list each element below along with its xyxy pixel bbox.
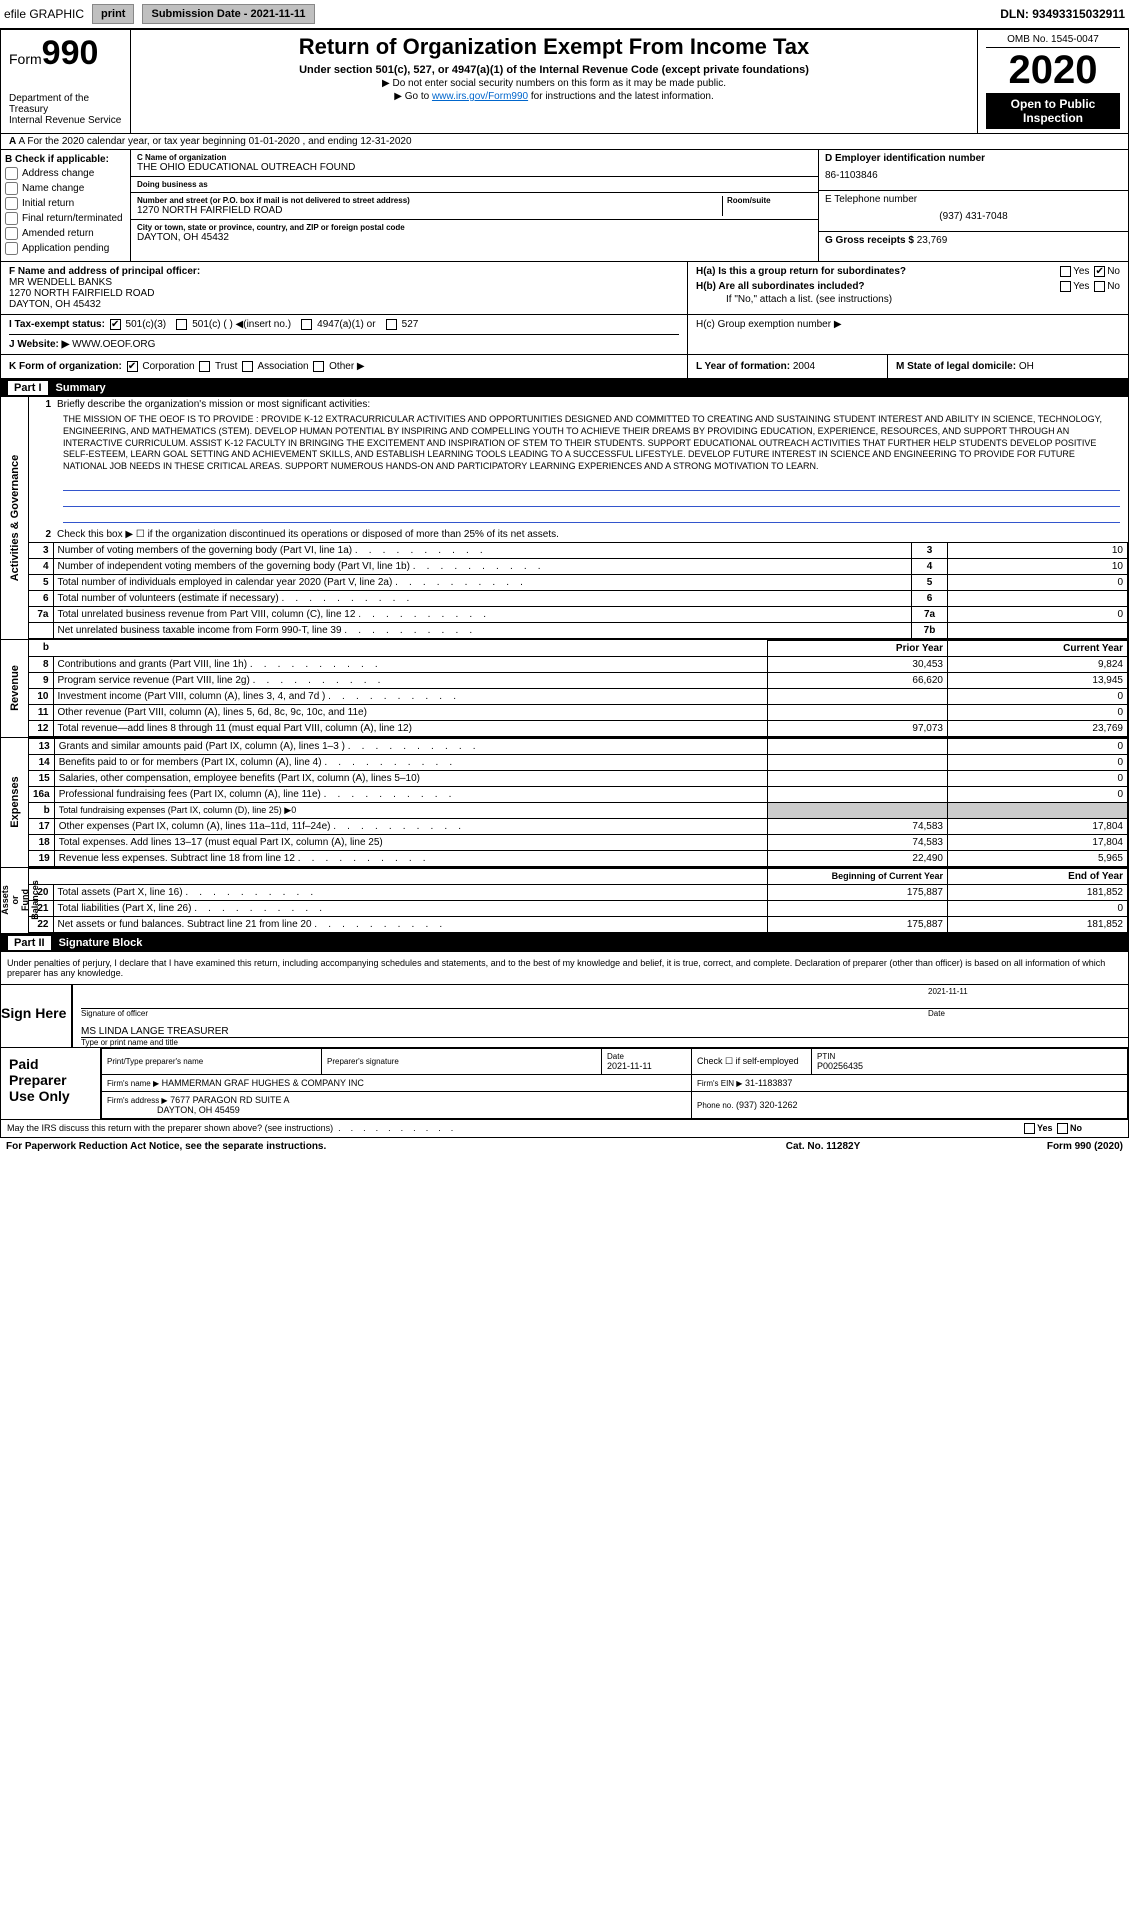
part1-header: Part ISummary [0, 379, 1129, 397]
trust-checkbox[interactable] [199, 361, 210, 372]
box-c: C Name of organizationTHE OHIO EDUCATION… [131, 150, 818, 261]
box-de: D Employer identification number86-11038… [818, 150, 1128, 261]
assoc-checkbox[interactable] [242, 361, 253, 372]
4947-checkbox[interactable] [301, 319, 312, 330]
prep-date: 2021-11-11 [607, 1061, 686, 1071]
expenses-table: 13Grants and similar amounts paid (Part … [29, 738, 1128, 867]
period-row: A A For the 2020 calendar year, or tax y… [0, 134, 1129, 150]
ptin: P00256435 [817, 1061, 1122, 1071]
row-ij: I Tax-exempt status: 501(c)(3) 501(c) ( … [0, 315, 1129, 355]
form-subtitle2: ▶ Do not enter social security numbers o… [139, 78, 969, 89]
firm-ein: 31-1183837 [745, 1078, 792, 1088]
revenue-table: bPrior YearCurrent Year 8Contributions a… [29, 640, 1128, 737]
box-b: B Check if applicable: Address change Na… [1, 150, 131, 261]
cat-no: Cat. No. 11282Y [723, 1141, 923, 1152]
dln-label: DLN: 93493315032911 [1000, 7, 1125, 21]
submission-date-button[interactable]: Submission Date - 2021-11-11 [142, 4, 314, 24]
vtab-governance: Activities & Governance [9, 455, 21, 582]
vtab-revenue: Revenue [9, 665, 21, 711]
ein: 86-1103846 [825, 164, 1122, 187]
form-header: Form990 Department of the Treasury Inter… [0, 29, 1129, 134]
preparer-section: Paid Preparer Use Only Print/Type prepar… [0, 1048, 1129, 1120]
discuss-row: May the IRS discuss this return with the… [0, 1120, 1129, 1138]
form-number: Form990 [9, 34, 122, 73]
firm-addr2: DAYTON, OH 45459 [157, 1105, 240, 1115]
inspection-label: Open to Public Inspection [986, 93, 1120, 129]
officer-name-title: MS LINDA LANGE TREASURER [81, 1020, 1128, 1035]
ha-no-checkbox[interactable] [1094, 266, 1105, 277]
discuss-no-checkbox[interactable] [1057, 1123, 1068, 1134]
instructions-link[interactable]: www.irs.gov/Form990 [432, 91, 528, 102]
form-subtitle1: Under section 501(c), 527, or 4947(a)(1)… [139, 64, 969, 76]
vtab-expenses: Expenses [9, 777, 21, 828]
org-name: THE OHIO EDUCATIONAL OUTREACH FOUND [137, 162, 812, 173]
other-checkbox[interactable] [313, 361, 324, 372]
print-button[interactable]: print [92, 4, 134, 24]
omb-label: OMB No. 1545-0047 [986, 34, 1120, 48]
part2-header: Part IISignature Block [0, 934, 1129, 952]
section-abc: B Check if applicable: Address change Na… [0, 150, 1129, 262]
row-fh: F Name and address of principal officer:… [0, 262, 1129, 315]
final-checkbox[interactable] [5, 212, 18, 225]
row-klm: K Form of organization: Corporation Trus… [0, 355, 1129, 379]
corp-checkbox[interactable] [127, 361, 138, 372]
governance-table: 3Number of voting members of the governi… [29, 542, 1128, 639]
form-subtitle3: ▶ Go to www.irs.gov/Form990 for instruct… [139, 91, 969, 102]
domicile: OH [1019, 361, 1034, 372]
amended-checkbox[interactable] [5, 227, 18, 240]
tax-year: 2020 [986, 48, 1120, 93]
header-bar: efile GRAPHIC print Submission Date - 20… [0, 0, 1129, 29]
city: DAYTON, OH 45432 [137, 232, 812, 243]
netassets-section: Net Assets or Fund Balances Beginning of… [0, 868, 1129, 934]
form-ref: Form 990 (2020) [923, 1141, 1123, 1152]
sign-here-label: Sign Here [1, 985, 71, 1047]
street: 1270 NORTH FAIRFIELD ROAD [137, 205, 722, 216]
perjury-text: Under penalties of perjury, I declare th… [0, 952, 1129, 985]
vtab-netassets: Net Assets or Fund Balances [0, 880, 40, 920]
netassets-table: Beginning of Current YearEnd of Year 20T… [29, 868, 1128, 933]
discuss-yes-checkbox[interactable] [1024, 1123, 1035, 1134]
activities-governance: Activities & Governance 1Briefly describ… [0, 397, 1129, 639]
revenue-section: Revenue bPrior YearCurrent Year 8Contrib… [0, 640, 1129, 738]
website: WWW.OEOF.ORG [69, 339, 155, 350]
preparer-label: Paid Preparer Use Only [1, 1048, 101, 1119]
hb-no-checkbox[interactable] [1094, 281, 1105, 292]
mission-text: THE MISSION OF THE OEOF IS TO PROVIDE : … [29, 412, 1128, 474]
year-formation: 2004 [793, 361, 815, 372]
gross-receipts: 23,769 [917, 235, 948, 246]
efile-label: efile GRAPHIC [4, 7, 84, 21]
firm-addr1: 7677 PARAGON RD SUITE A [170, 1095, 289, 1105]
501c3-checkbox[interactable] [110, 319, 121, 330]
501c-checkbox[interactable] [176, 319, 187, 330]
form-title: Return of Organization Exempt From Incom… [139, 34, 969, 60]
527-checkbox[interactable] [386, 319, 397, 330]
expenses-section: Expenses 13Grants and similar amounts pa… [0, 738, 1129, 868]
name-change-checkbox[interactable] [5, 182, 18, 195]
pending-checkbox[interactable] [5, 242, 18, 255]
dept-label: Department of the Treasury Internal Reve… [9, 93, 122, 126]
sign-date: 2021-11-11 [928, 987, 1128, 1006]
initial-checkbox[interactable] [5, 197, 18, 210]
officer-name: MR WENDELL BANKS [9, 277, 112, 288]
footer: For Paperwork Reduction Act Notice, see … [0, 1138, 1129, 1155]
phone: (937) 431-7048 [825, 205, 1122, 228]
hb-yes-checkbox[interactable] [1060, 281, 1071, 292]
pra-notice: For Paperwork Reduction Act Notice, see … [6, 1141, 723, 1152]
firm-phone: (937) 320-1262 [736, 1100, 798, 1110]
firm-name: HAMMERMAN GRAF HUGHES & COMPANY INC [162, 1078, 364, 1088]
addr-change-checkbox[interactable] [5, 167, 18, 180]
ha-yes-checkbox[interactable] [1060, 266, 1071, 277]
